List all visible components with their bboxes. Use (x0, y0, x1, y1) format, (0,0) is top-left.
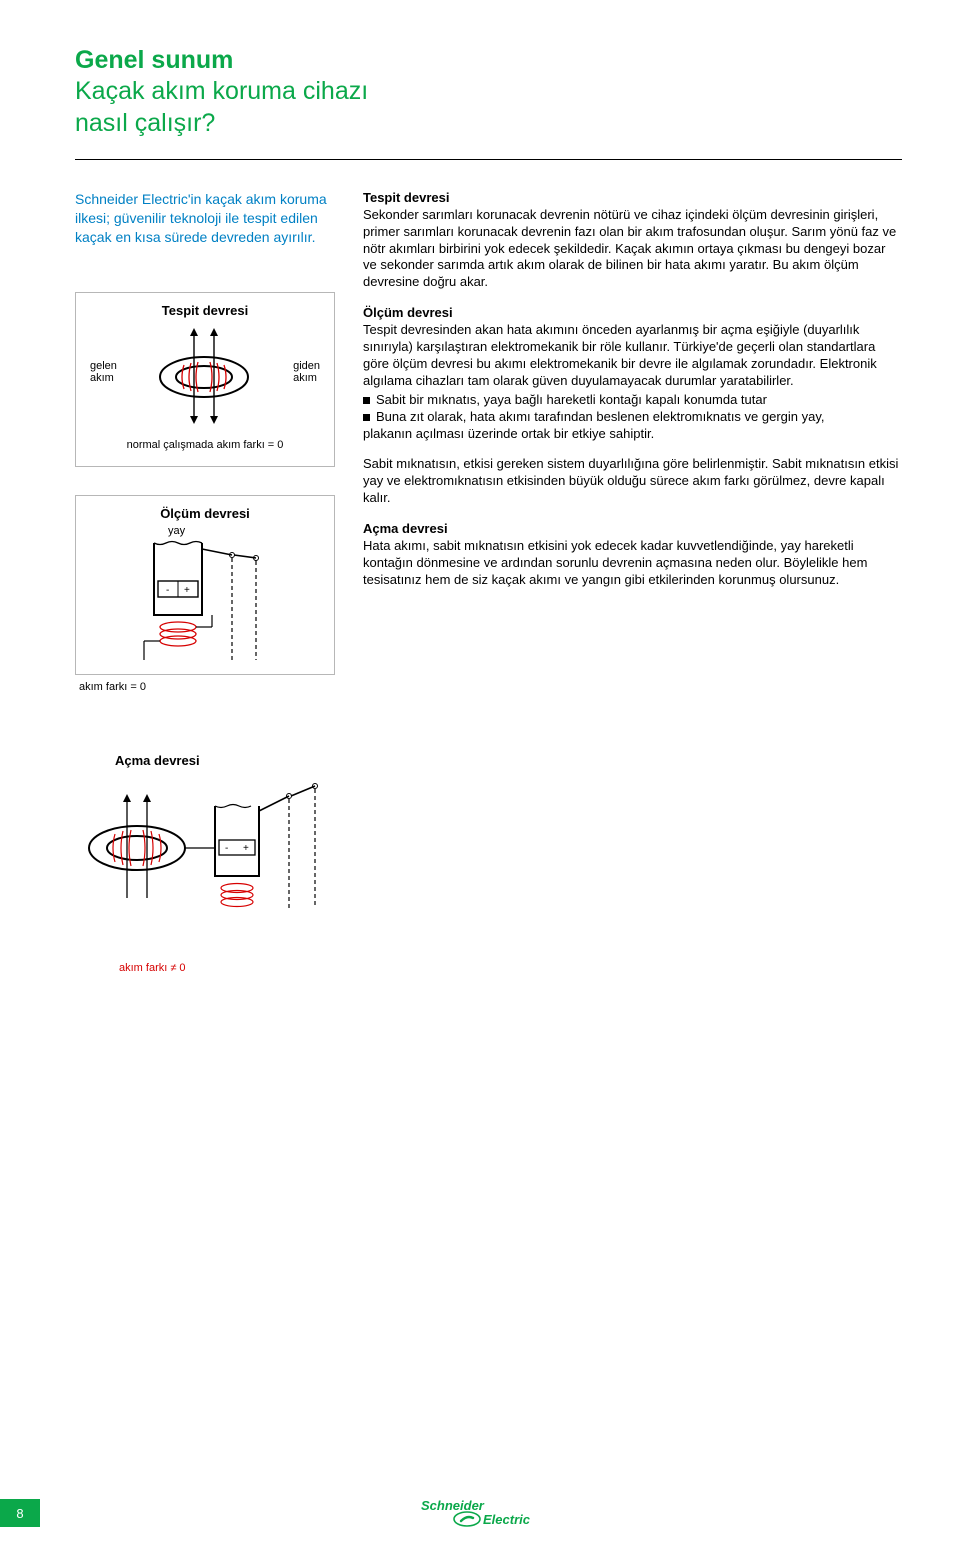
heading-tespit: Tespit devresi (363, 190, 902, 205)
diagram-olcum-title: Ölçüm devresi (84, 506, 326, 521)
body-acma: Hata akımı, sabit mıknatısın etkisini yo… (363, 538, 902, 589)
divider (75, 159, 902, 160)
title-main: Genel sunum (75, 45, 902, 76)
label-spring: yay (168, 525, 185, 537)
title-sub1: Kaçak akım koruma cihazı (75, 76, 902, 107)
schneider-logo: Schneider Electric (421, 1498, 539, 1528)
trip-circuit-icon: - + (75, 778, 355, 958)
two-column-layout: Schneider Electric'in kaçak akım koruma … (75, 190, 902, 975)
diagram-tespit-caption: normal çalışmada akım farkı = 0 (84, 439, 326, 451)
right-column: Tespit devresi Sekonder sarımları koruna… (363, 190, 902, 975)
page: Genel sunum Kaçak akım koruma cihazı nas… (0, 0, 960, 1562)
toroid-icon (84, 322, 324, 437)
diagram-olcum-caption: akım farkı = 0 (79, 681, 335, 693)
body-olcum-3: Sabit mıknatısın, etkisi gereken sistem … (363, 456, 902, 507)
left-column: Schneider Electric'in kaçak akım koruma … (75, 190, 335, 975)
relay-icon: - + (84, 525, 324, 675)
logo-icon: Schneider Electric (421, 1498, 539, 1528)
label-plus: + (184, 585, 190, 596)
label-minus: - (166, 585, 169, 596)
heading-olcum: Ölçüm devresi (363, 305, 902, 320)
body-tespit: Sekonder sarımları korunacak devrenin nö… (363, 207, 902, 291)
diagram-acma-caption: akım farkı ≠ 0 (119, 962, 335, 974)
section-acma: Açma devresi Hata akımı, sabit mıknatısı… (363, 521, 902, 589)
section-tespit: Tespit devresi Sekonder sarımları koruna… (363, 190, 902, 291)
diagram-olcum: Ölçüm devresi yay - + (75, 495, 335, 675)
label-gelen: gelenakım (90, 360, 117, 384)
diagram-acma-title: Açma devresi (115, 753, 335, 768)
body-olcum: Tespit devresinden akan hata akımını önc… (363, 322, 902, 390)
square-bullet-icon (363, 414, 370, 421)
bullet-1: Sabit bir mıknatıs, yaya bağlı hareketli… (363, 392, 902, 409)
body-olcum-2: plakanın açılması üzerinde ortak bir etk… (363, 426, 902, 443)
page-number-badge: 8 (0, 1499, 40, 1527)
svg-text:+: + (243, 843, 249, 854)
diagram-tespit: Tespit devresi (75, 292, 335, 467)
label-giden: gidenakım (293, 360, 320, 384)
bullet-2: Buna zıt olarak, hata akımı tarafından b… (363, 409, 902, 426)
intro-text: Schneider Electric'in kaçak akım koruma … (75, 190, 335, 247)
svg-text:Electric: Electric (483, 1512, 531, 1527)
footer: 8 Schneider Electric (0, 1498, 960, 1528)
section-olcum: Ölçüm devresi Tespit devresinden akan ha… (363, 305, 902, 507)
diagram-tespit-title: Tespit devresi (84, 303, 326, 318)
square-bullet-icon (363, 397, 370, 404)
svg-text:Schneider: Schneider (421, 1498, 485, 1513)
svg-text:-: - (225, 843, 228, 854)
title-sub2: nasıl çalışır? (75, 108, 902, 139)
heading-acma: Açma devresi (363, 521, 902, 536)
diagram-acma: Açma devresi (75, 753, 335, 974)
